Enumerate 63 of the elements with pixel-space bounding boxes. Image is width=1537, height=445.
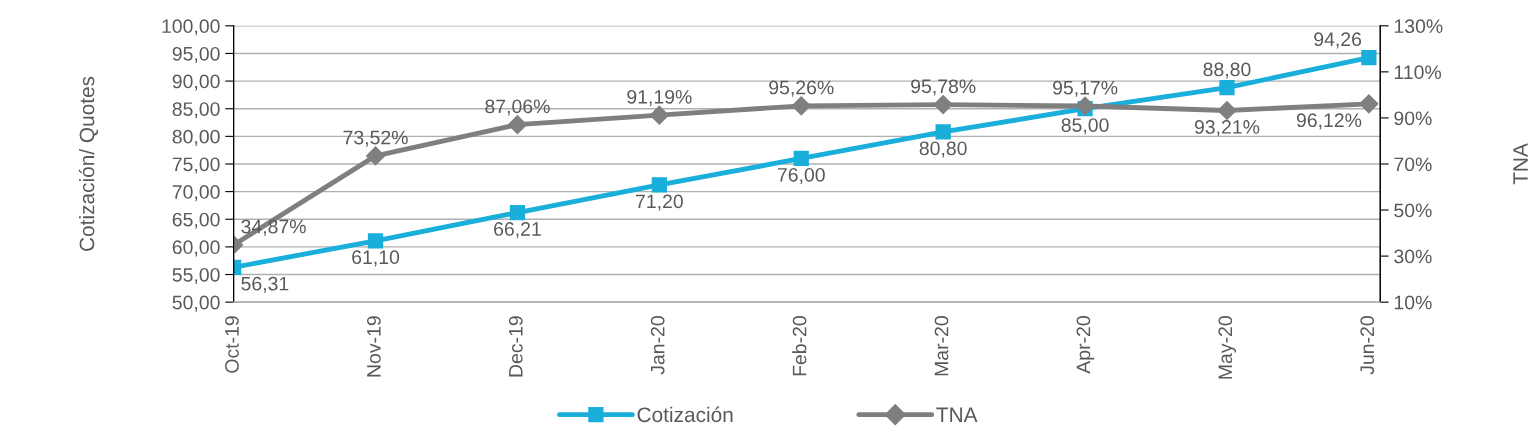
x-tick-label: Mar-20	[934, 316, 949, 376]
x-tick-label: Jan-20	[650, 316, 665, 375]
data-label: 56,31	[241, 276, 289, 293]
data-label: 88,80	[1203, 62, 1251, 79]
x-tick-label: Feb-20	[792, 316, 807, 376]
point	[365, 146, 386, 166]
point	[791, 95, 812, 116]
y-tick-label: 90,00	[172, 74, 220, 91]
point	[509, 204, 526, 221]
x-tick-label: Dec-19	[508, 316, 523, 377]
point	[507, 114, 528, 135]
data-label: 71,20	[636, 194, 683, 211]
y-tick-label: 70,00	[172, 185, 220, 202]
y-tick-label: 75,00	[172, 157, 220, 174]
data-label: 95,17%	[1053, 80, 1118, 97]
legend-label: TNA	[936, 407, 978, 422]
point	[651, 177, 667, 193]
point	[1219, 80, 1235, 96]
y2-tick-label: 130%	[1394, 19, 1443, 34]
y-tick-label: 80,00	[172, 129, 220, 146]
point	[1361, 49, 1377, 66]
data-label: 91,19%	[627, 89, 692, 107]
point	[933, 94, 953, 115]
y2-tick-label: 10%	[1394, 295, 1432, 310]
point	[793, 150, 809, 167]
point	[649, 105, 670, 126]
y2-tick-label: 90%	[1394, 111, 1432, 126]
y-tick-label: 100,00	[162, 19, 220, 36]
data-label: 73,52%	[343, 130, 408, 147]
data-label: 95,78%	[911, 79, 976, 96]
x-tick-label: May-20	[1218, 316, 1237, 379]
data-label: 66,21	[494, 222, 541, 239]
x-tick-label: Jun-20	[1360, 316, 1375, 375]
y2-tick-label: 70%	[1394, 157, 1432, 172]
legend-label: Cotización	[637, 406, 733, 423]
point	[1359, 94, 1379, 114]
x-tick-label: Apr-20	[1076, 316, 1095, 374]
data-label: 87,06%	[485, 99, 550, 116]
data-label: 94,26	[1314, 32, 1362, 49]
point	[367, 233, 384, 249]
point	[935, 124, 951, 140]
point	[1075, 96, 1095, 116]
y-tick-label: 60,00	[172, 240, 220, 257]
y-axis-title: Cotización/ Quotes	[78, 76, 99, 251]
x-tick-label: Nov-19	[366, 316, 381, 377]
y-tick-label: 55,00	[172, 267, 220, 285]
y2-tick-label: 50%	[1394, 203, 1432, 218]
x-tick-label: Oct-19	[225, 316, 239, 373]
data-label: 61,10	[352, 250, 400, 267]
y-tick-label: 95,00	[172, 46, 220, 63]
y2-tick-label: 110%	[1394, 65, 1442, 80]
y-tick-label: 85,00	[172, 102, 220, 119]
data-label: 80,80	[919, 141, 967, 158]
data-label: 95,26%	[769, 80, 834, 97]
data-label: 85,00	[1061, 118, 1109, 135]
y2-tick-label: 30%	[1394, 249, 1432, 264]
y2-axis-title: TNA	[1513, 143, 1528, 185]
data-label: 93,21%	[1194, 120, 1260, 137]
data-label: 76,00	[777, 167, 825, 185]
data-label: 96,12%	[1296, 113, 1362, 130]
y-tick-label: 50,00	[172, 295, 220, 312]
y-tick-label: 65,00	[172, 212, 220, 229]
point	[1217, 100, 1237, 121]
